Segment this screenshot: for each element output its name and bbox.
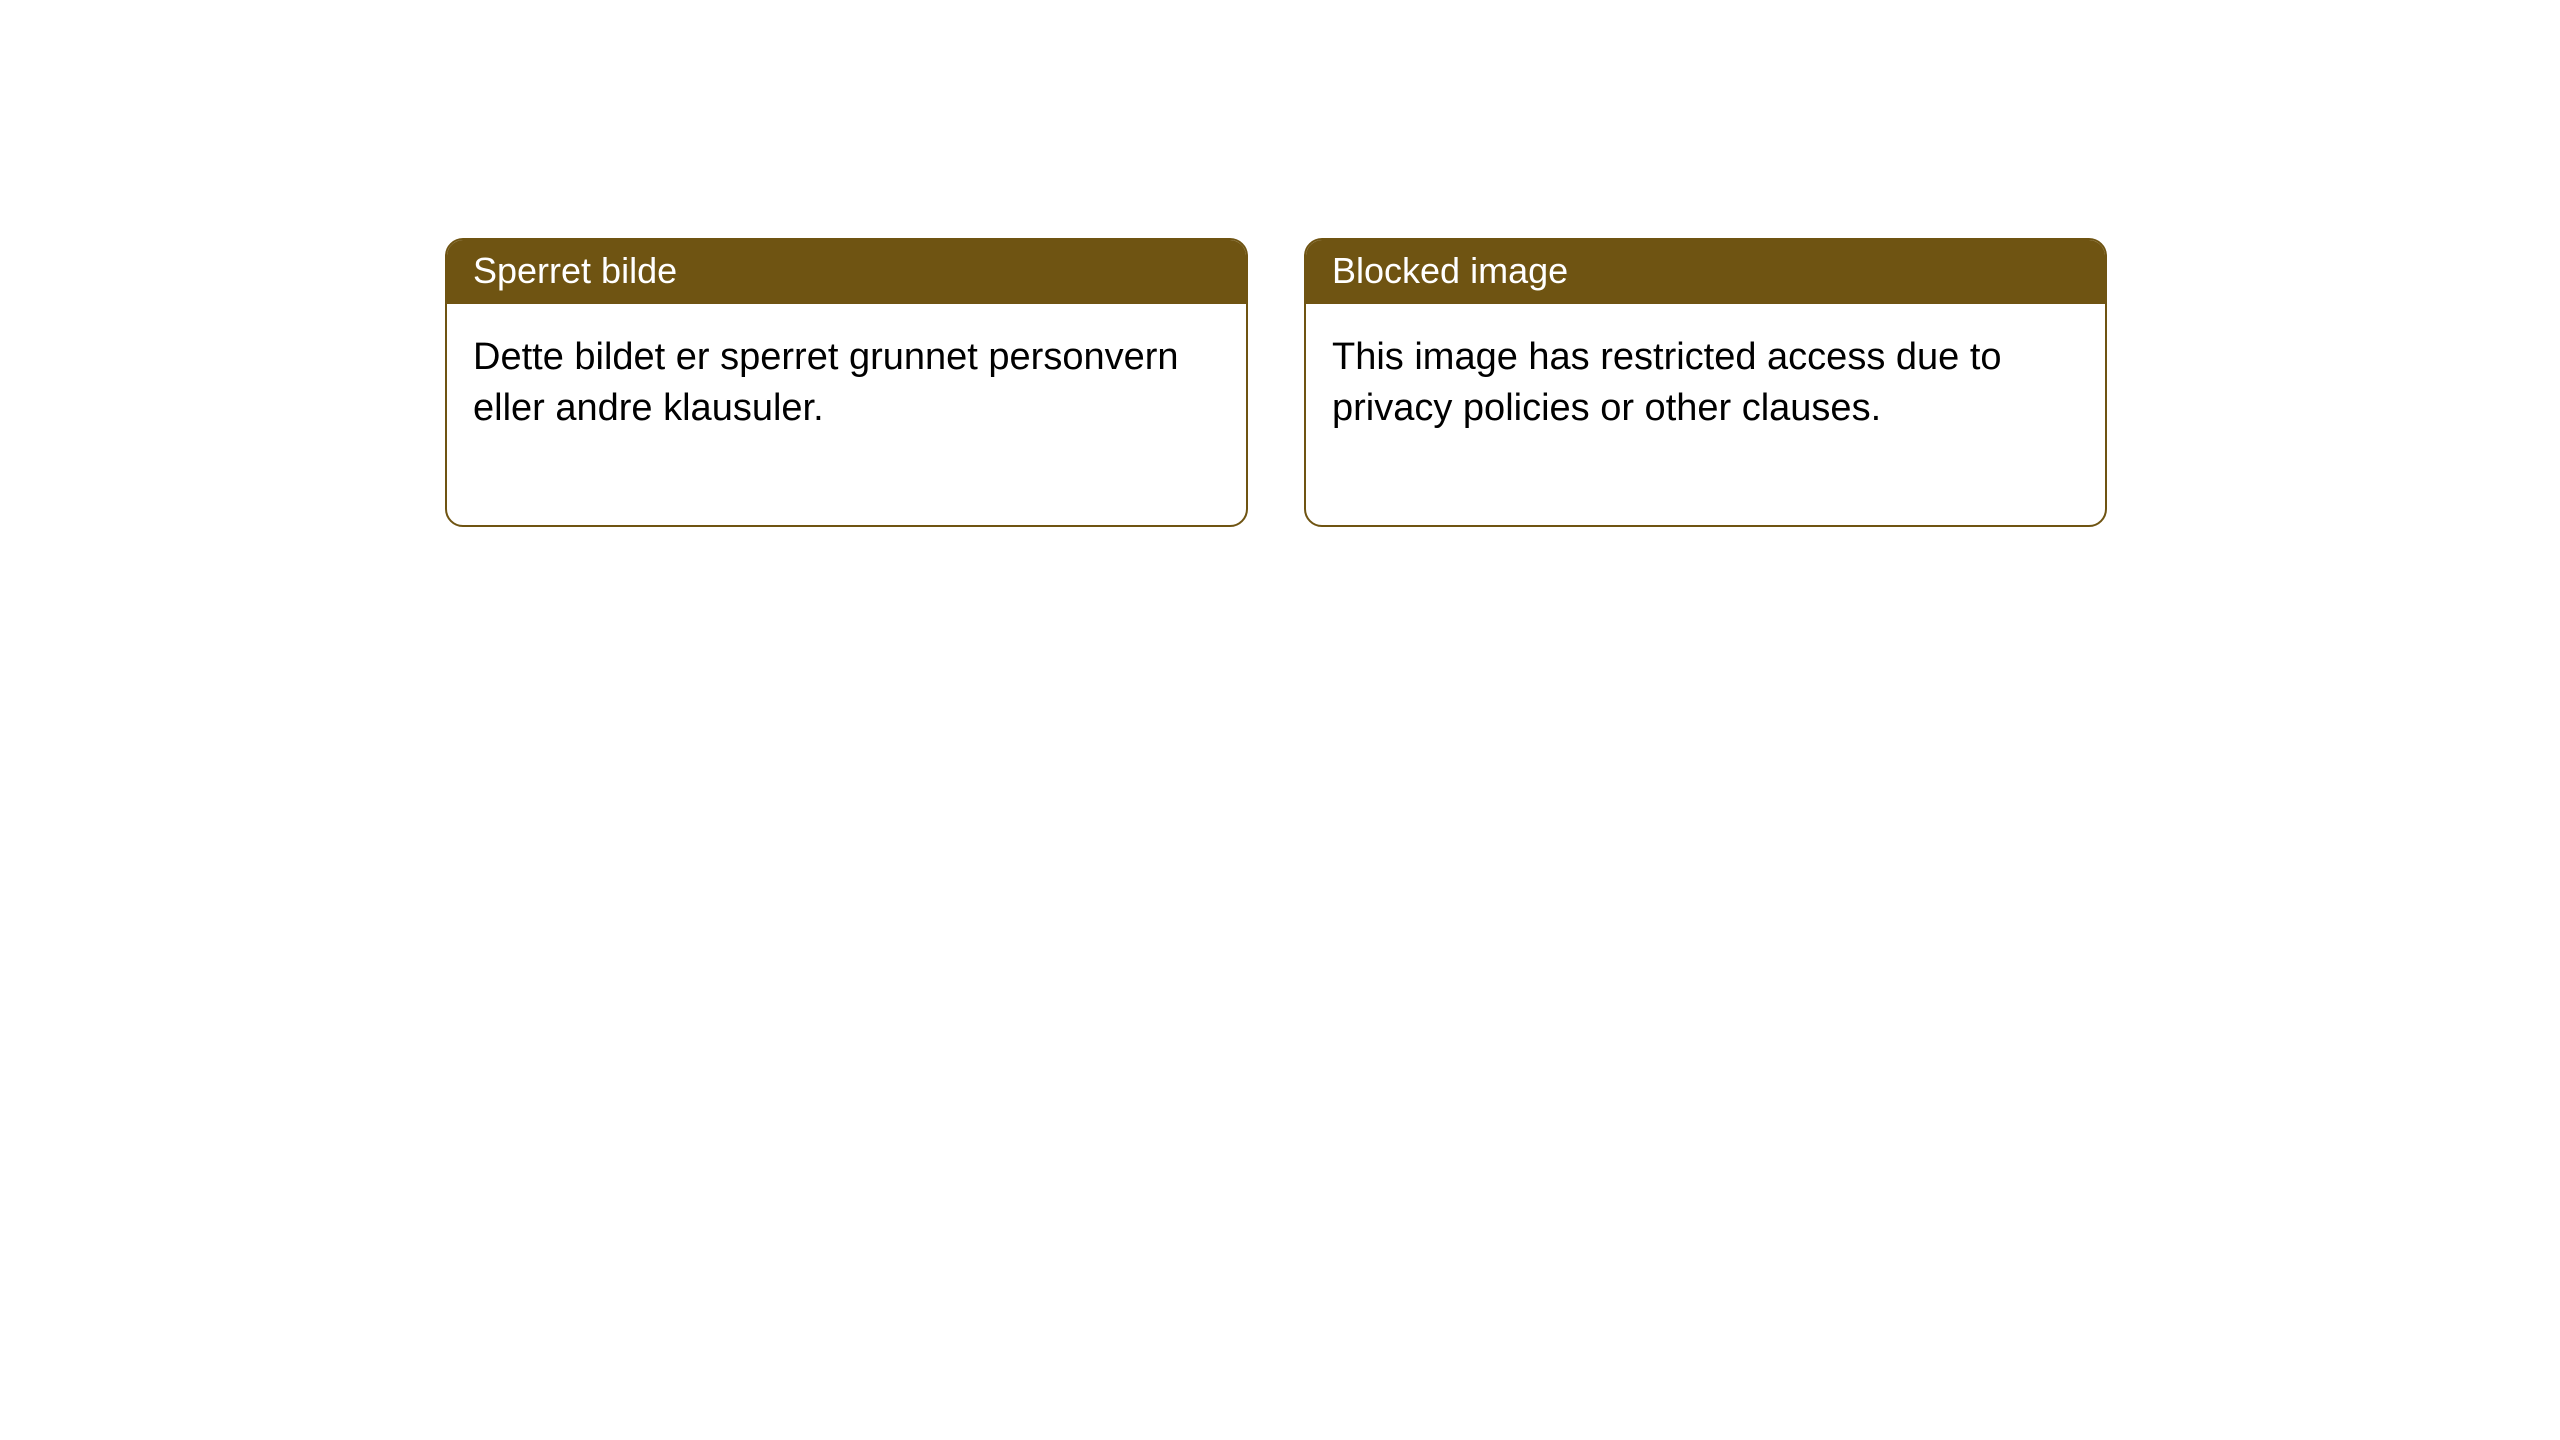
- notice-card-english: Blocked image This image has restricted …: [1304, 238, 2107, 527]
- notice-body-english: This image has restricted access due to …: [1306, 304, 2105, 525]
- notice-header-english: Blocked image: [1306, 240, 2105, 304]
- notice-header-norwegian: Sperret bilde: [447, 240, 1246, 304]
- notice-card-norwegian: Sperret bilde Dette bildet er sperret gr…: [445, 238, 1248, 527]
- notice-container: Sperret bilde Dette bildet er sperret gr…: [0, 0, 2560, 527]
- notice-body-norwegian: Dette bildet er sperret grunnet personve…: [447, 304, 1246, 525]
